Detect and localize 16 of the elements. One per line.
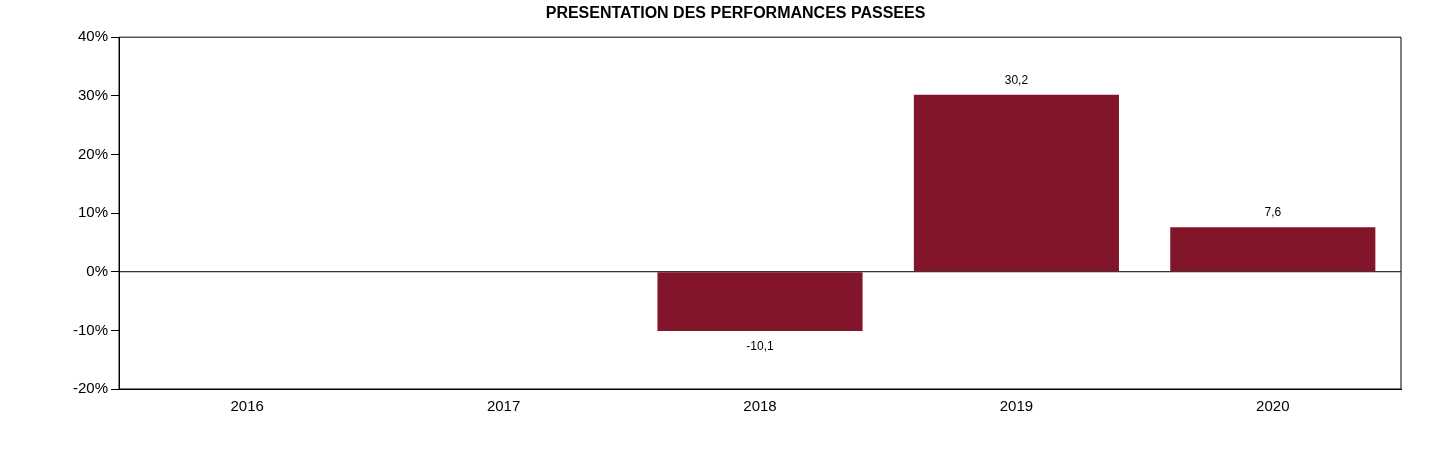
y-tick-label: 0% (86, 261, 109, 279)
data-label: -10,1 (746, 339, 775, 354)
data-label: 7,6 (1264, 205, 1282, 220)
y-tick-label: -20% (72, 379, 109, 397)
y-tick-label: 10% (77, 203, 109, 221)
y-tick-label: 20% (77, 144, 109, 162)
y-tick-label: 40% (77, 27, 109, 45)
x-tick-label: 2017 (486, 397, 521, 415)
x-tick-label: 2020 (1256, 397, 1290, 415)
chart-title: PRESENTATION DES PERFORMANCES PASSEES (545, 4, 926, 22)
data-label: 30,2 (1004, 72, 1029, 87)
x-tick-label: 2016 (230, 397, 264, 415)
x-tick-label: 2019 (999, 397, 1034, 415)
y-tick-label: 30% (77, 85, 109, 103)
x-tick-label: 2018 (743, 397, 777, 415)
y-tick-label: -10% (72, 320, 109, 338)
